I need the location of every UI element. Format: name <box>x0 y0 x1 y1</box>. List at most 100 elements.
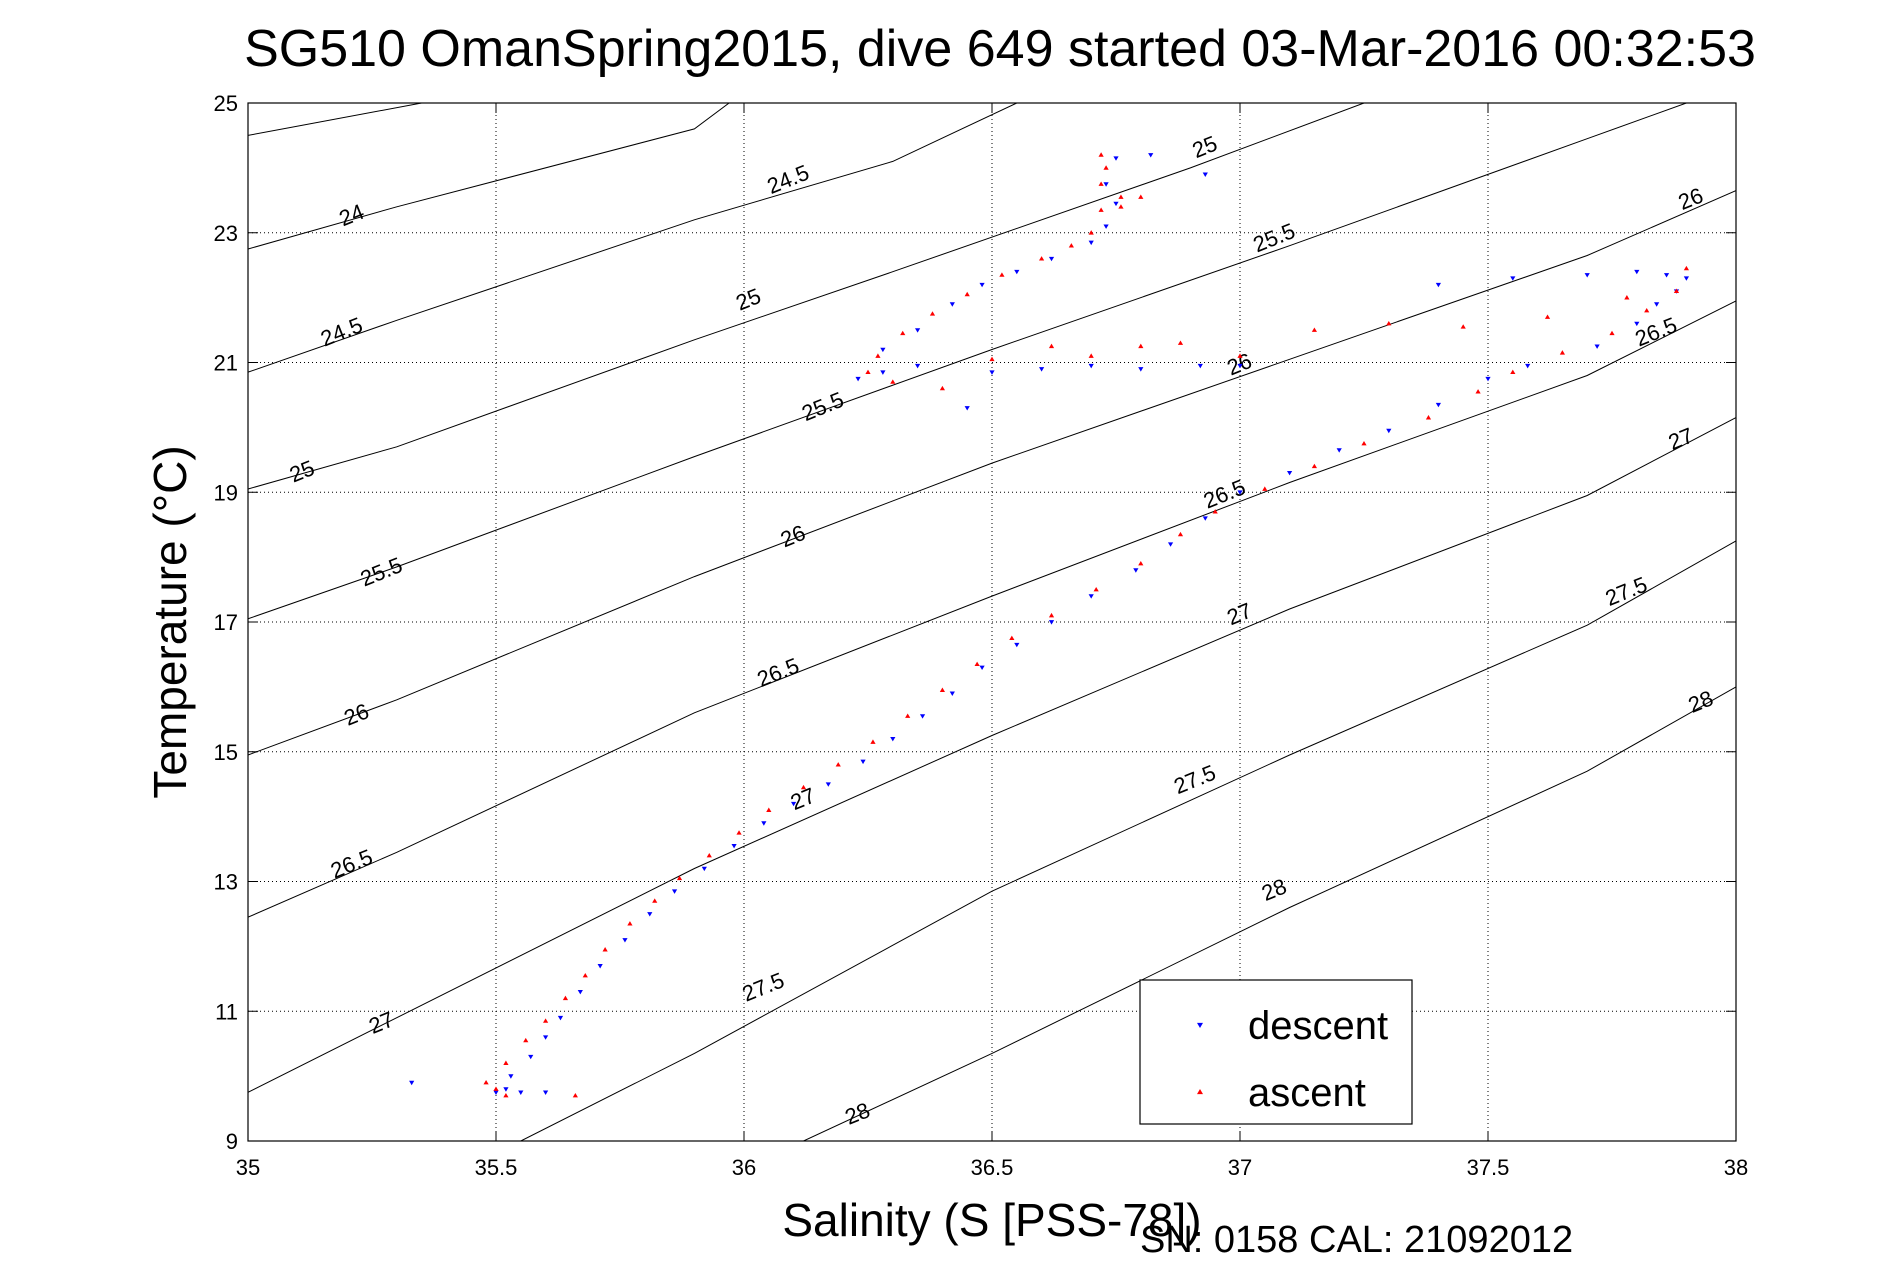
descent-point <box>880 370 886 375</box>
ascent-point <box>835 762 841 767</box>
descent-point <box>1594 344 1600 349</box>
ascent-point <box>1068 243 1074 248</box>
descent-point <box>1435 402 1441 408</box>
y-tick-label: 23 <box>214 221 238 246</box>
ascent-point <box>905 713 911 718</box>
density-contour-line <box>248 103 422 136</box>
ascent-point <box>1138 561 1144 566</box>
ascent-point <box>736 830 742 835</box>
ascent-point <box>1048 612 1055 618</box>
descent-point <box>503 1087 509 1092</box>
descent-point <box>1584 273 1590 278</box>
density-contour-line <box>520 540 1736 1141</box>
ascent-point <box>1088 230 1094 235</box>
descent-point <box>915 328 921 333</box>
descent-point <box>1048 256 1055 262</box>
descent-point <box>979 282 985 288</box>
descent-point <box>1654 302 1660 307</box>
descent-point <box>1663 273 1670 278</box>
y-tick-label: 21 <box>214 351 238 376</box>
ascent-point <box>1098 207 1104 212</box>
ascent-point <box>964 291 970 297</box>
descent-point <box>597 964 603 969</box>
ascent-point <box>1361 440 1367 446</box>
ascent-point <box>676 875 683 881</box>
density-contour-line <box>248 103 1018 373</box>
descent-point <box>1133 568 1139 573</box>
y-tick-label: 17 <box>214 610 238 635</box>
ascent-point <box>1138 194 1144 199</box>
ascent-point <box>1039 256 1045 261</box>
legend-label-descent: descent <box>1248 1004 1388 1048</box>
x-tick-label: 36 <box>732 1155 756 1180</box>
grid-lines <box>248 103 1736 1141</box>
descent-point <box>1088 240 1094 246</box>
ascent-point <box>1544 314 1551 319</box>
descent-point <box>701 866 707 872</box>
descent-point <box>1039 367 1045 372</box>
ascent-point <box>1009 635 1015 641</box>
ascent-point <box>1048 343 1055 349</box>
descent-point <box>1485 376 1491 382</box>
ascent-point <box>999 272 1005 277</box>
legend-marker-ascent <box>1197 1089 1203 1095</box>
y-tick-label: 11 <box>215 999 238 1024</box>
density-contours <box>248 103 1736 1141</box>
descent-point <box>1103 182 1109 187</box>
y-axis-ticks: 9 11 13 15 17 19 21 23 25 <box>214 91 1736 1154</box>
descent-point <box>622 938 628 943</box>
ascent-point <box>939 687 945 692</box>
ascent-point <box>900 330 906 336</box>
descent-point <box>1525 363 1531 369</box>
ascent-point <box>875 353 881 358</box>
ascent-point <box>602 947 608 952</box>
ascent-point <box>1460 324 1466 329</box>
ascent-point <box>1177 531 1184 537</box>
descent-point <box>1197 363 1203 369</box>
descent-point <box>1014 642 1020 648</box>
ascent-point <box>1311 327 1317 332</box>
y-tick-label: 25 <box>214 91 238 116</box>
descent-point <box>1103 224 1109 229</box>
y-tick-label: 15 <box>214 740 238 765</box>
ascent-point <box>627 921 633 926</box>
ascent-point <box>1103 165 1109 170</box>
descent-point <box>825 782 831 787</box>
x-tick-label: 35 <box>236 1155 260 1180</box>
descent-point <box>1237 490 1243 495</box>
descent-point <box>731 843 737 849</box>
ascent-point <box>1683 265 1689 271</box>
density-contour-line <box>248 417 1736 1093</box>
descent-point <box>671 889 678 894</box>
descent-point <box>1510 276 1516 281</box>
descent-point <box>860 759 866 765</box>
density-contour-line <box>248 103 1687 620</box>
descent-point <box>1088 363 1094 369</box>
descent-point <box>1634 321 1640 327</box>
x-tick-label: 38 <box>1724 1155 1748 1180</box>
x-tick-label: 36.5 <box>971 1155 1014 1180</box>
descent-point <box>1014 269 1020 275</box>
ascent-point <box>1262 486 1268 491</box>
descent-point <box>989 370 995 375</box>
descent-point <box>949 302 955 307</box>
descent-point <box>528 1054 534 1060</box>
descent-point <box>1336 448 1342 453</box>
x-axis-label: Salinity (S [PSS-78]) <box>782 1194 1201 1246</box>
y-tick-label: 19 <box>214 480 238 505</box>
descent-point <box>1202 172 1208 177</box>
y-axis-label: Temperature (°C) <box>144 445 196 798</box>
ascent-point <box>652 898 658 903</box>
chart-title: SG510 OmanSpring2015, dive 649 started 0… <box>244 20 1756 78</box>
ascent-point <box>1098 181 1104 186</box>
legend: descent ascent <box>1139 979 1413 1125</box>
descent-point <box>1683 276 1689 281</box>
ascent-point <box>766 807 772 812</box>
descent-point <box>1113 201 1119 207</box>
descent-point <box>1435 282 1441 288</box>
legend-label-ascent: ascent <box>1248 1071 1366 1115</box>
density-contour-line <box>248 103 730 250</box>
ascent-point <box>582 972 588 978</box>
ascent-point <box>974 661 980 666</box>
ascent-point <box>1177 340 1184 345</box>
